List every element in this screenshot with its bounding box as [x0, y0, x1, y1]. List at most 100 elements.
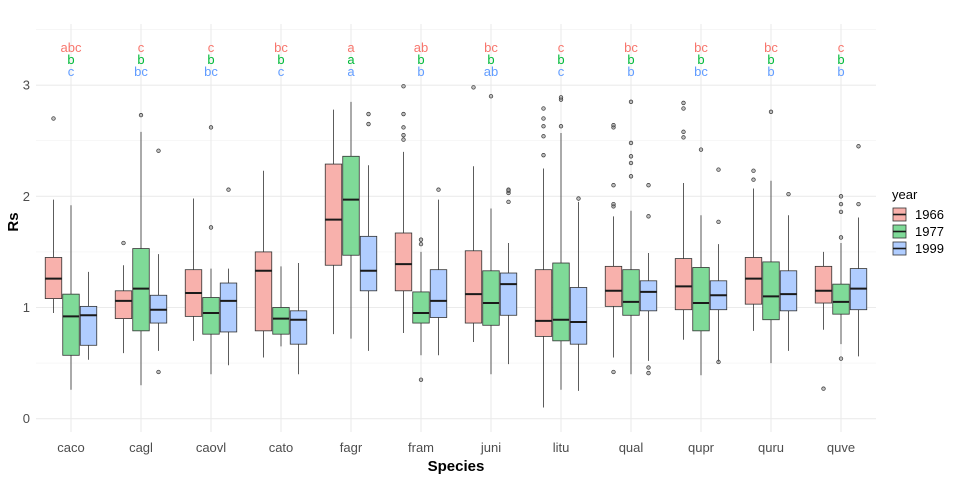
box-body: [429, 269, 448, 318]
letter-cato-1999: c: [278, 64, 285, 79]
box-cato-1999: [289, 263, 308, 375]
x-tick-label: caco: [57, 440, 84, 455]
box-fagr-1966: [324, 109, 343, 335]
box-cagl-1999: [149, 148, 168, 375]
outlier-point: [646, 365, 651, 370]
outlier-point: [121, 240, 126, 246]
box-body: [289, 310, 308, 345]
x-tick-label: quru: [758, 440, 784, 455]
box-body: [832, 283, 850, 315]
y-axis-title: Rs: [5, 212, 22, 231]
outlier-point: [366, 111, 371, 117]
letter-quru-1977: b: [767, 52, 774, 67]
box-body: [412, 291, 430, 324]
box-cato-1977: [272, 266, 290, 347]
y-tick-label: 1: [23, 300, 30, 315]
legend-label-1999: 1999: [915, 241, 944, 256]
letter-caco-1977: b: [67, 52, 74, 67]
box-body: [639, 280, 658, 312]
box-cato-1966: [254, 170, 273, 358]
box-quve-1966: [814, 251, 833, 391]
box-caovl-1999: [219, 187, 238, 366]
outlier-point: [418, 241, 424, 247]
box-body: [674, 258, 693, 311]
box-juni-1999: [499, 187, 518, 365]
x-tick-label: cagl: [129, 440, 153, 455]
box-body: [114, 290, 133, 320]
outlier-point: [716, 219, 721, 225]
letter-qupr-1977: b: [697, 52, 704, 67]
outlier-point: [628, 99, 634, 104]
letter-cagl-1999: bc: [134, 64, 148, 79]
outlier-point: [821, 386, 826, 391]
letter-juni-1977: b: [487, 52, 494, 67]
box-caco-1999: [79, 271, 98, 360]
outlier-point: [541, 124, 546, 129]
letter-caovl-1999: bc: [204, 64, 218, 79]
x-tick-label: juni: [480, 440, 501, 455]
box-body: [499, 272, 518, 316]
box-body: [762, 261, 780, 321]
outlier-point: [541, 134, 546, 139]
outlier-point: [418, 237, 424, 242]
box-fram-1966: [394, 84, 413, 334]
outlier-point: [628, 154, 634, 159]
letter-fram-1966: ab: [414, 40, 428, 55]
box-quru-1999: [779, 191, 798, 351]
x-tick-label: fram: [408, 440, 434, 455]
box-body: [744, 257, 763, 305]
box-juni-1966: [464, 85, 483, 342]
legend-label-1977: 1977: [915, 224, 944, 239]
outlier-point: [838, 235, 844, 240]
outlier-point: [558, 95, 564, 100]
outlier-point: [751, 177, 756, 182]
outlier-point: [401, 111, 406, 117]
letter-caco-1999: c: [68, 64, 75, 79]
x-tick-label: cato: [269, 440, 294, 455]
letter-juni-1966: bc: [484, 40, 498, 55]
letter-cato-1966: bc: [274, 40, 288, 55]
letter-litu-1966: c: [558, 40, 565, 55]
letter-litu-1999: c: [558, 64, 565, 79]
letter-caovl-1977: b: [207, 52, 214, 67]
box-body: [394, 232, 413, 292]
letter-qupr-1966: bc: [694, 40, 708, 55]
outlier-point: [786, 191, 791, 197]
outlier-point: [401, 137, 406, 142]
letter-fram-1977: b: [417, 52, 424, 67]
letter-quve-1966: c: [838, 40, 845, 55]
box-body: [552, 262, 570, 342]
outlier-point: [611, 123, 616, 128]
y-tick-label: 3: [23, 78, 30, 93]
box-caco-1966: [44, 116, 63, 314]
box-quve-1977: [832, 194, 850, 361]
letter-cato-1977: b: [277, 52, 284, 67]
outlier-point: [401, 133, 406, 138]
letter-litu-1977: b: [557, 52, 564, 67]
box-caovl-1966: [184, 198, 203, 341]
box-body: [779, 270, 798, 312]
box-qual-1977: [622, 99, 640, 375]
box-quve-1999: [849, 144, 868, 357]
box-cagl-1966: [114, 240, 133, 354]
x-tick-label: qual: [619, 440, 644, 455]
box-quru-1966: [744, 168, 763, 331]
outlier-point: [838, 194, 844, 199]
letter-quve-1977: b: [837, 52, 844, 67]
box-quru-1977: [762, 109, 780, 364]
box-juni-1977: [482, 94, 500, 375]
box-body: [202, 297, 220, 335]
letter-quve-1999: b: [837, 64, 844, 79]
outlier-point: [681, 129, 686, 134]
box-body: [464, 250, 483, 324]
letter-fagr-1999: a: [347, 64, 355, 79]
box-body: [254, 251, 273, 332]
box-fram-1977: [412, 237, 430, 382]
letter-caco-1966: abc: [61, 40, 82, 55]
outlier-point: [488, 94, 494, 99]
box-body: [342, 155, 360, 256]
letter-qual-1977: b: [627, 52, 634, 67]
box-fram-1999: [429, 187, 448, 356]
box-qual-1999: [639, 183, 658, 376]
